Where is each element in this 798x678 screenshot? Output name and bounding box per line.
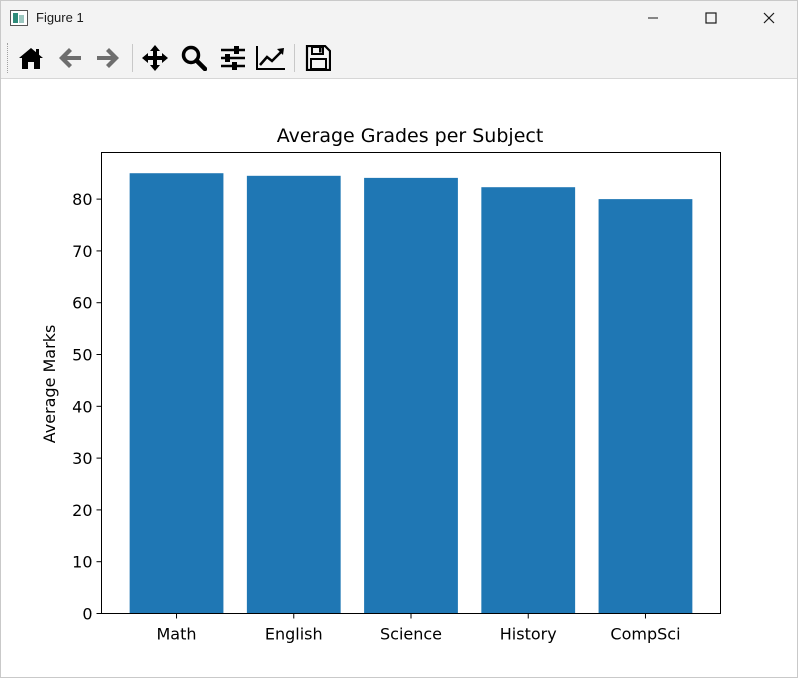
title-bar[interactable]: Figure 1 bbox=[1, 1, 797, 37]
home-button[interactable] bbox=[14, 41, 48, 75]
zoom-button[interactable] bbox=[177, 41, 211, 75]
bar-chart: Average Grades per Subject Average Marks… bbox=[40, 125, 721, 644]
x-tick-label-english: English bbox=[265, 625, 323, 644]
home-icon bbox=[19, 48, 43, 69]
forward-arrow-icon bbox=[97, 48, 119, 68]
y-tick-label: 10 bbox=[72, 553, 92, 572]
close-button[interactable] bbox=[741, 1, 798, 37]
bar-math bbox=[129, 173, 224, 614]
save-floppy-icon bbox=[305, 45, 331, 71]
configure-subplots-icon bbox=[221, 46, 245, 70]
close-icon bbox=[763, 12, 775, 24]
y-tick-label: 60 bbox=[72, 294, 92, 313]
forward-button[interactable] bbox=[91, 41, 125, 75]
y-tick-label: 20 bbox=[72, 501, 92, 520]
bar-compsci bbox=[598, 199, 693, 614]
y-tick-label: 50 bbox=[72, 346, 92, 365]
bar-history bbox=[481, 187, 576, 614]
back-arrow-icon bbox=[59, 48, 81, 68]
navigation-toolbar bbox=[1, 37, 797, 79]
zoom-magnifier-icon bbox=[181, 45, 207, 71]
y-tick-label: 40 bbox=[72, 397, 92, 416]
bars-group bbox=[129, 173, 693, 614]
maximize-icon bbox=[705, 12, 717, 24]
back-button[interactable] bbox=[53, 41, 87, 75]
maximize-button[interactable] bbox=[683, 1, 741, 37]
minimize-icon bbox=[648, 17, 658, 19]
y-axis-ticks: 0 10 20 30 40 50 60 70 80 bbox=[72, 190, 102, 624]
minimize-button[interactable] bbox=[625, 1, 683, 37]
x-axis-ticks: Math English Science History CompSci bbox=[157, 613, 681, 644]
y-tick-label: 80 bbox=[72, 190, 92, 209]
chart-title: Average Grades per Subject bbox=[277, 125, 544, 147]
pan-move-icon bbox=[142, 45, 168, 71]
bar-english bbox=[246, 175, 341, 614]
toolbar-separator bbox=[294, 44, 295, 72]
toolbar-grip[interactable] bbox=[7, 43, 10, 73]
x-tick-label-compsci: CompSci bbox=[610, 625, 680, 644]
toolbar-separator bbox=[132, 44, 133, 72]
window-title: Figure 1 bbox=[36, 10, 84, 25]
x-tick-label-science: Science bbox=[380, 625, 442, 644]
x-tick-label-math: Math bbox=[157, 625, 197, 644]
pan-button[interactable] bbox=[138, 41, 172, 75]
y-tick-label: 0 bbox=[82, 605, 92, 624]
edit-axis-button[interactable] bbox=[254, 41, 288, 75]
y-tick-label: 30 bbox=[72, 449, 92, 468]
save-button[interactable] bbox=[301, 41, 335, 75]
y-axis-label: Average Marks bbox=[40, 325, 59, 444]
configure-subplots-button[interactable] bbox=[216, 41, 250, 75]
plot-frame bbox=[101, 152, 721, 614]
edit-axis-icon bbox=[256, 46, 285, 70]
app-icon bbox=[10, 10, 28, 26]
y-tick-label: 70 bbox=[72, 242, 92, 261]
x-tick-label-history: History bbox=[500, 625, 557, 644]
bar-science bbox=[364, 177, 458, 614]
